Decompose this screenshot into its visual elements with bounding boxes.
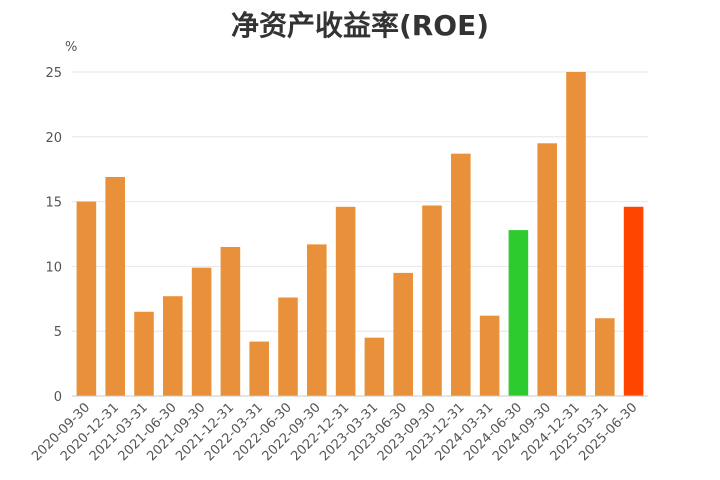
- bar-2024-09-30: [537, 143, 557, 396]
- bar-2020-09-30: [76, 201, 97, 396]
- grid-lines: [72, 71, 648, 332]
- y-tick-label: 25: [45, 66, 62, 81]
- bar-2024-06-30: [508, 230, 529, 396]
- bar-2021-12-31: [220, 246, 241, 396]
- bar-2024-12-31: [566, 72, 586, 396]
- x-axis-ticks: 2020-09-302020-12-312021-03-312021-06-30…: [29, 400, 640, 464]
- bar-2023-03-31: [364, 337, 385, 396]
- bar-2023-12-31: [451, 153, 471, 396]
- bar-2022-03-31: [249, 341, 269, 396]
- bar-2021-09-30: [191, 267, 212, 396]
- y-tick-label: 5: [54, 325, 62, 340]
- bar-2022-06-30: [278, 297, 298, 396]
- bar-2022-09-30: [307, 244, 327, 396]
- bar-2023-09-30: [422, 205, 442, 396]
- bars: [76, 72, 644, 396]
- y-tick-label: 10: [45, 260, 62, 275]
- bar-2025-03-31: [595, 318, 615, 396]
- bar-2021-03-31: [134, 311, 154, 396]
- y-tick-label: 0: [54, 390, 62, 405]
- y-tick-label: 20: [45, 131, 62, 146]
- y-axis-ticks: 0 5 10 15 20 25: [45, 66, 62, 405]
- bar-2023-06-30: [393, 272, 413, 396]
- bar-2020-12-31: [105, 176, 125, 396]
- bar-2024-03-31: [479, 315, 500, 396]
- y-tick-label: 15: [45, 196, 62, 211]
- bar-2025-06-30: [623, 206, 644, 396]
- y-axis-unit-label: %: [65, 40, 77, 55]
- bar-2021-06-30: [163, 296, 183, 396]
- chart-title: 净资产收益率(ROE): [230, 9, 490, 42]
- bar-2022-12-31: [335, 206, 356, 396]
